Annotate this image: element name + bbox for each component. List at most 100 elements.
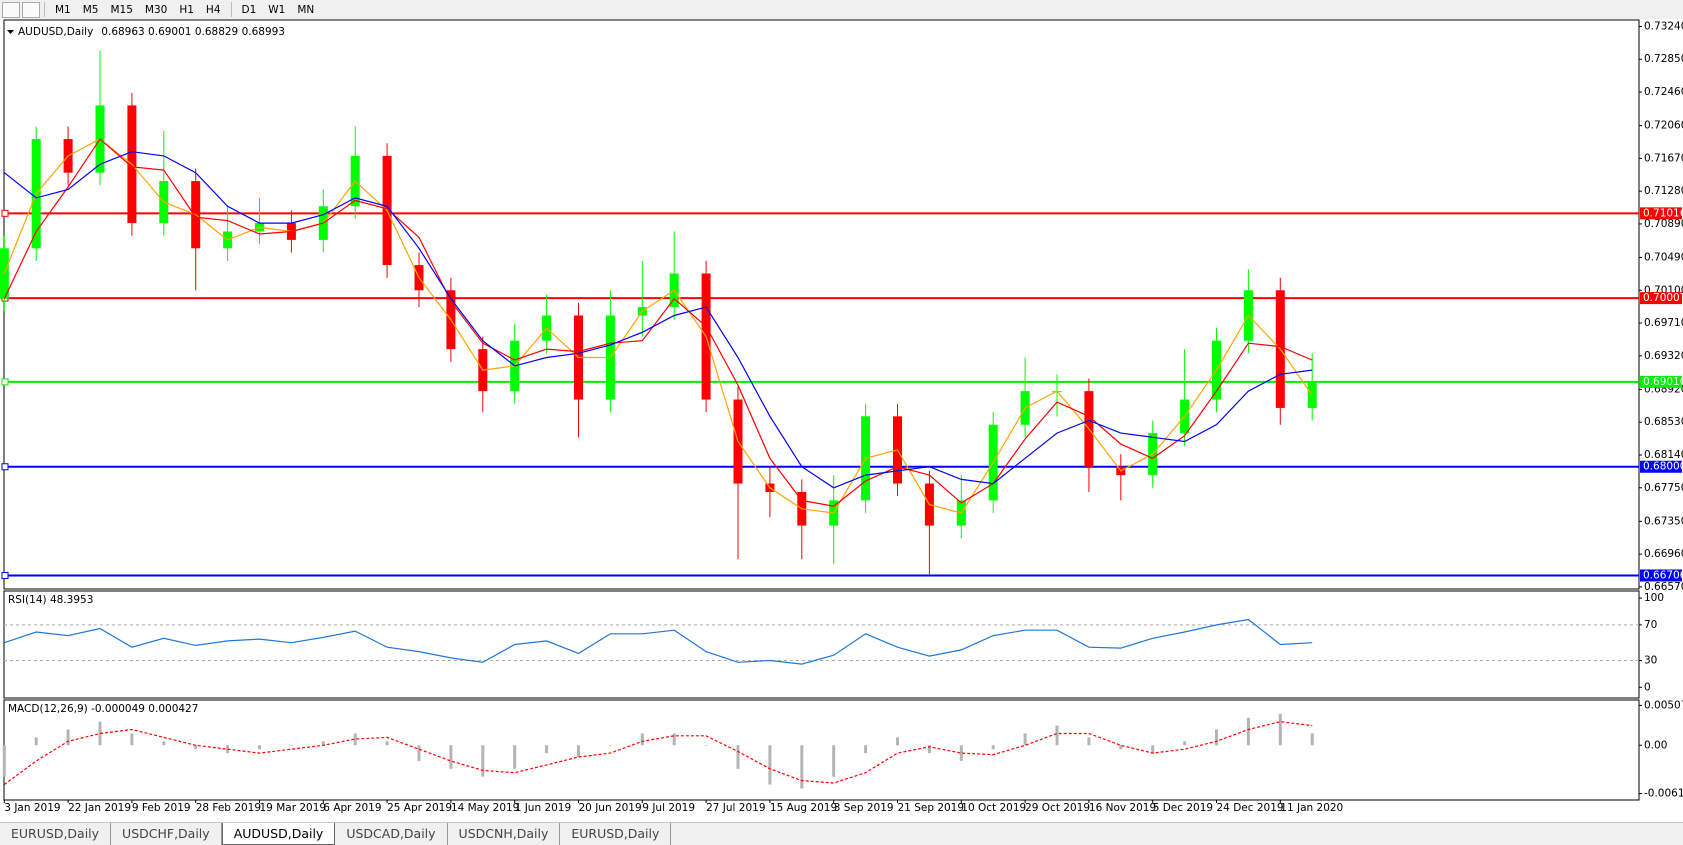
toolbar: M1 M5 M15 M30 H1 H4 D1 W1 MN [0,0,1683,20]
y-tick-label: 0.005076 [1644,699,1683,711]
macd-bar [736,745,740,769]
macd-bar [353,733,357,746]
macd-bar [959,745,963,761]
macd-bar [2,745,6,777]
macd-bar [1151,745,1155,754]
chart-frame [0,19,1683,822]
macd-bar [385,741,389,746]
x-tick-label: 9 Feb 2019 [132,802,191,814]
signal-line [3,721,1313,785]
macd-bar [258,745,261,750]
level-label: 0.66706 [1643,569,1683,581]
x-tick-label: 28 Feb 2019 [196,802,261,814]
moving-average [3,151,1313,489]
chart-tab[interactable]: EURUSD,Daily [560,823,672,845]
macd-bar [768,745,772,785]
macd-bar [927,745,931,754]
x-tick-label: 3 Jan 2019 [4,802,60,814]
level-handle [1,463,9,471]
arrow-tool[interactable] [22,1,40,18]
macd-bar [226,745,230,754]
x-tick-label: 14 May 2019 [451,802,519,814]
x-tick-label: 19 Mar 2019 [260,802,327,814]
macd-bar [832,745,836,777]
y-tick-label: -0.006148 [1644,788,1683,800]
macd-bar [34,737,38,746]
panel-border [3,590,1640,699]
timeframe-button[interactable]: D1 [241,3,257,16]
level-label-box [1640,292,1682,305]
timeframe-button[interactable]: M1 [55,3,71,16]
chart-title: AUDUSD,Daily [18,26,93,38]
macd-bar [130,733,134,746]
timeframe-button[interactable]: M5 [82,3,99,16]
x-tick-label: 6 Apr 2019 [323,802,381,814]
x-tick-label: 25 Apr 2019 [387,802,452,814]
y-tick-label: 0.00 [1644,739,1667,751]
x-tick-label: 9 Jul 2019 [642,802,695,814]
macd-bar [1278,713,1282,746]
macd-bar [289,745,293,746]
chart-tab[interactable]: USDCAD,Daily [335,823,448,845]
x-tick-label: 15 Aug 2019 [770,802,837,814]
moving-average [3,138,1313,514]
macd-bar [1087,737,1091,746]
macd-bar [1183,741,1187,746]
timeframe-button[interactable]: H4 [205,3,221,16]
macd-bar [1119,745,1123,750]
level-label-box [1640,207,1682,220]
macd-bar [1310,733,1314,746]
macd-bar [194,745,198,750]
chart-tab[interactable]: USDCNH,Daily [448,823,561,845]
chart-tab[interactable]: AUDUSD,Daily [221,823,336,845]
level-label-box [1640,460,1682,473]
timeframe-button[interactable]: M30 [144,3,168,16]
level-handle [1,571,9,579]
timeframe-button[interactable]: H1 [179,3,194,16]
level-label: 0.69010 [1643,376,1683,388]
chart-tab[interactable]: USDCHF,Daily [111,823,222,845]
moving-average [3,138,1313,507]
x-tick-label: 29 Oct 2019 [1025,802,1090,814]
level-label: 0.68000 [1643,461,1683,473]
macd-bar [1055,725,1059,746]
macd-bar [800,745,804,789]
y-tick-label: 0.66570 [1644,581,1683,593]
separator [230,2,232,17]
x-tick-label: 16 Nov 2019 [1089,802,1156,814]
macd-bar [98,721,102,746]
macd-bar [481,745,485,777]
level-label-box [1640,569,1682,582]
text-tool[interactable] [2,1,20,18]
timeframe-button[interactable]: MN [297,3,315,16]
x-tick-label: 1 Jun 2019 [515,802,571,814]
x-tick-label: 27 Jul 2019 [706,802,765,814]
level-label-box [1640,375,1682,388]
macd-bar [864,745,868,754]
level-label: 0.70007 [1643,292,1683,304]
indicator-title: MACD(12,26,9) -0.000049 0.000427 [8,703,198,715]
x-tick-label: 3 Sep 2019 [834,802,894,814]
chart-tab[interactable]: EURUSD,Daily [0,823,112,845]
macd-bar [1023,733,1027,746]
timeframe-button[interactable]: M15 [110,3,133,16]
macd-bar [672,733,676,746]
x-tick-label: 5 Dec 2019 [1153,802,1213,814]
y-tick-label: 70 [1644,619,1657,631]
timeframe-button[interactable]: W1 [268,3,286,16]
